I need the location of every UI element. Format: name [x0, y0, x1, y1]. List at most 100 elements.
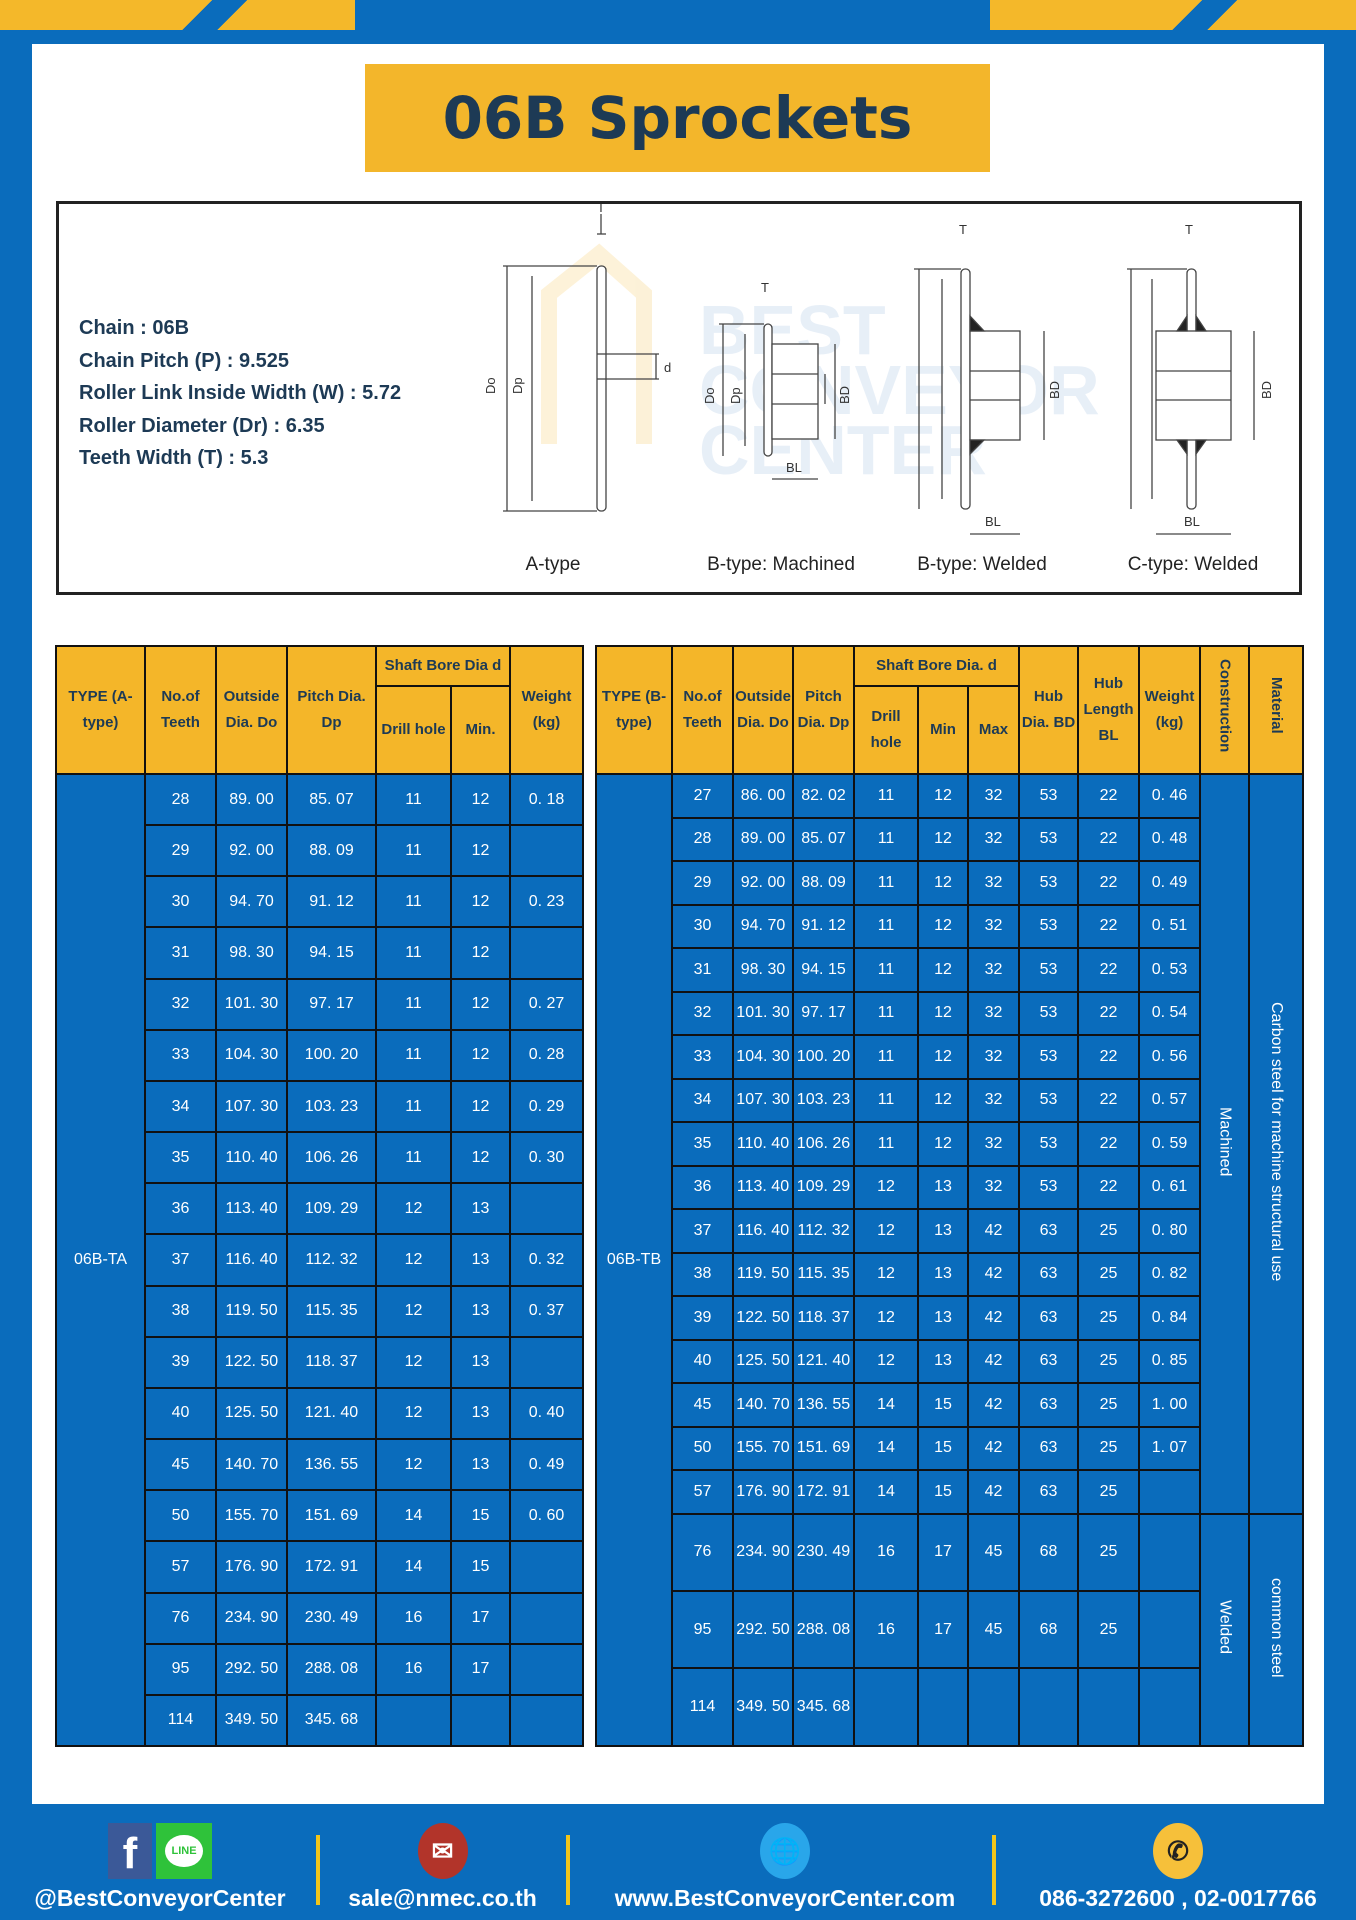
cell-teeth: 29 — [671, 860, 734, 906]
cell-hub-dia: 53 — [1018, 816, 1079, 863]
cell-hub-length: 22 — [1077, 1121, 1140, 1167]
cell-teeth: 57 — [671, 1469, 734, 1515]
spec-teeth-width: Teeth Width (T) : 5.3 — [79, 447, 269, 469]
table-row: 45 140. 70 136. 55 14 15 42 63 25 1. 00 — [596, 1382, 1303, 1428]
cell-min-bore: 13 — [917, 1208, 969, 1254]
footer: f LINE @BestConveyorCenter ✉ sale@nmec.c… — [0, 1810, 1356, 1920]
cell-outside-dia: 89. 00 — [215, 772, 288, 827]
cell-teeth: 34 — [671, 1077, 734, 1124]
c-type-welded-drawing: BL T BD — [1127, 222, 1274, 535]
cell-hub-dia: 63 — [1018, 1338, 1079, 1385]
cell-outside-dia: 176. 90 — [732, 1469, 794, 1515]
chain-specs: Chain : 06B Chain Pitch (P) : 9.525 Roll… — [79, 312, 401, 475]
cell-hub-dia: 63 — [1018, 1251, 1079, 1298]
cell-min-bore: 15 — [450, 1540, 511, 1594]
footer-social: f LINE @BestConveyorCenter — [20, 1810, 300, 1920]
top-left-stripes — [0, 0, 355, 30]
cell-max-bore: 42 — [967, 1382, 1020, 1428]
a-type-table: TYPE (A-type) No.of Teeth Outside Dia. D… — [55, 645, 584, 1748]
cell-weight — [1138, 1590, 1201, 1670]
header-shaft-bore: Shaft Bore Dia. d — [853, 645, 1020, 687]
cell-min-bore: 12 — [450, 1028, 511, 1082]
cell-min-bore: 13 — [450, 1182, 511, 1236]
construction-label: Machined — [1216, 1106, 1234, 1177]
cell-drill-hole: 11 — [375, 772, 452, 827]
cell-drill-hole: 14 — [853, 1382, 919, 1428]
cell-teeth: 114 — [144, 1693, 217, 1748]
cell-weight: 0. 59 — [1138, 1121, 1201, 1167]
cell-pitch-dia: 172. 91 — [792, 1469, 855, 1515]
svg-text:T: T — [761, 280, 769, 295]
facebook-icon[interactable]: f — [108, 1823, 152, 1879]
label-a-type: A-type — [525, 554, 581, 575]
cell-hub-dia: 53 — [1018, 903, 1079, 950]
cell-pitch-dia: 136. 55 — [792, 1382, 855, 1428]
cell-min-bore: 12 — [917, 816, 969, 863]
cell-hub-length: 25 — [1077, 1382, 1140, 1428]
email-link[interactable]: sale@nmec.co.th — [348, 1885, 537, 1911]
cell-min-bore: 13 — [917, 1338, 969, 1385]
material-cell: Carbon steel for machine structural use — [1248, 773, 1304, 1515]
page-title: 06B Sprockets — [365, 64, 990, 172]
header-teeth: No.of Teeth — [671, 645, 734, 775]
cell-weight: 0. 28 — [509, 1028, 584, 1082]
header-material-cell: Material — [1248, 645, 1304, 775]
cell-hub-length: 25 — [1077, 1512, 1140, 1593]
sprocket-drawings: BEST CONVEYOR CENTER T Do Dp d BL T Do — [483, 204, 1274, 535]
phone-icon: ✆ — [1153, 1823, 1203, 1879]
table-row: 34 107. 30 103. 23 11 12 0. 29 — [56, 1079, 584, 1134]
cell-drill-hole: 14 — [375, 1540, 452, 1594]
footer-divider — [316, 1835, 320, 1905]
cell-outside-dia: 98. 30 — [732, 947, 794, 993]
header-min: Min — [917, 685, 969, 775]
cell-outside-dia: 155. 70 — [732, 1425, 794, 1472]
social-handle[interactable]: @BestConveyorCenter — [34, 1885, 286, 1911]
cell-hub-length: 25 — [1077, 1251, 1140, 1298]
svg-text:Dp: Dp — [510, 377, 525, 394]
cell-max-bore: 45 — [967, 1590, 1020, 1670]
cell-pitch-dia: 97. 17 — [792, 990, 855, 1037]
cell-min-bore: 17 — [917, 1512, 969, 1593]
table-row: 45 140. 70 136. 55 12 13 0. 49 — [56, 1438, 584, 1492]
line-icon[interactable]: LINE — [156, 1823, 212, 1879]
website-link[interactable]: www.BestConveyorCenter.com — [614, 1885, 956, 1911]
cell-min-bore: 12 — [450, 1131, 511, 1185]
label-c-type-welded: C-type: Welded — [1127, 554, 1259, 575]
cell-pitch-dia: 94. 15 — [286, 926, 377, 980]
line-label: LINE — [165, 1835, 203, 1867]
cell-teeth: 31 — [144, 926, 217, 980]
cell-weight: 0. 46 — [1138, 773, 1201, 819]
footer-divider — [992, 1835, 996, 1905]
spec-inside-width: Roller Link Inside Width (W) : 5.72 — [79, 382, 402, 404]
table-row: 33 104. 30 100. 20 11 12 32 53 22 0. 56 — [596, 1034, 1303, 1080]
cell-outside-dia: 122. 50 — [732, 1295, 794, 1341]
cell-outside-dia: 98. 30 — [215, 926, 288, 980]
cell-teeth: 30 — [671, 903, 734, 950]
cell-weight: 0. 18 — [509, 772, 584, 827]
cell-min-bore: 17 — [917, 1590, 969, 1670]
footer-phone: ✆ 086-3272600 , 02-0017766 — [1000, 1810, 1356, 1920]
cell-pitch-dia: 230. 49 — [286, 1591, 377, 1645]
cell-weight: 0. 56 — [1138, 1034, 1201, 1080]
header-type: TYPE (B-type) — [595, 645, 673, 775]
cell-outside-dia: 122. 50 — [215, 1335, 288, 1389]
cell-drill-hole: 11 — [375, 977, 452, 1031]
cell-hub-dia: 68 — [1018, 1512, 1079, 1593]
cell-pitch-dia: 136. 55 — [286, 1438, 377, 1492]
material-label: Carbon steel for machine structural use — [1268, 1001, 1285, 1281]
cell-pitch-dia: 151. 69 — [286, 1489, 377, 1543]
cell-weight — [509, 1642, 584, 1696]
cell-hub-dia: 53 — [1018, 1077, 1079, 1124]
cell-weight — [1138, 1512, 1201, 1593]
header-material: Material — [1268, 677, 1285, 734]
cell-drill-hole: 11 — [375, 824, 452, 878]
cell-outside-dia: 140. 70 — [215, 1438, 288, 1492]
cell-hub-length — [1077, 1667, 1140, 1747]
cell-hub-dia: 63 — [1018, 1425, 1079, 1472]
cell-pitch-dia: 121. 40 — [792, 1338, 855, 1385]
phone-numbers[interactable]: 086-3272600 , 02-0017766 — [1039, 1885, 1317, 1911]
cell-teeth: 31 — [671, 947, 734, 993]
cell-pitch-dia: 91. 12 — [286, 875, 377, 929]
cell-weight — [1138, 1469, 1201, 1515]
cell-teeth: 38 — [144, 1284, 217, 1338]
